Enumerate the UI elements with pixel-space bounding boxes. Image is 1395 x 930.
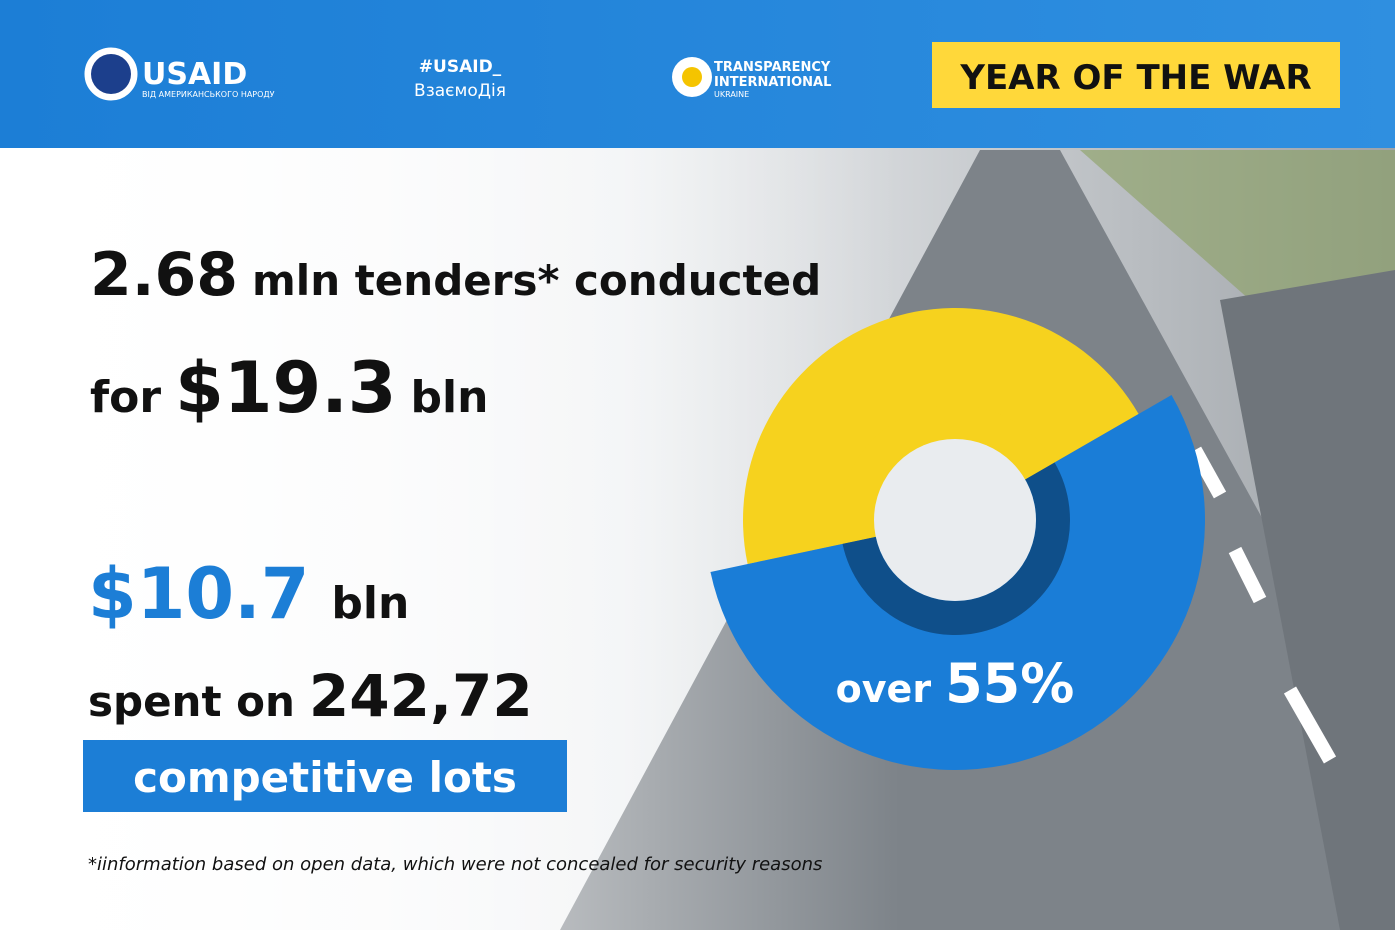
spent-line: $10.7 bln bbox=[88, 553, 409, 635]
lots-text: competitive lots bbox=[133, 753, 517, 802]
tenders-line: 2.68 mln tenders* conducted bbox=[90, 240, 821, 310]
badge-text: YEAR OF THE WAR bbox=[959, 58, 1311, 98]
for: for bbox=[90, 372, 161, 423]
inner-ring-top bbox=[840, 405, 1055, 544]
usaid-logo: USAID bbox=[142, 57, 247, 92]
amount: $19.3 bbox=[175, 347, 396, 429]
lots-box bbox=[83, 740, 567, 812]
road-ramp bbox=[1220, 270, 1395, 930]
tenders-text: mln tenders* conducted bbox=[252, 256, 821, 305]
donut-label: over 55% bbox=[836, 652, 1075, 715]
footnote: *iinformation based on open data, which … bbox=[88, 854, 822, 875]
hashtag-sub: ВзаємоДія bbox=[414, 81, 506, 101]
hashtag: #USAID_ bbox=[419, 57, 502, 77]
ti-line1: TRANSPARENCY bbox=[714, 60, 831, 75]
usaid-seal-inner bbox=[91, 54, 131, 94]
badge bbox=[932, 42, 1340, 108]
amount-line: for $19.3 bln bbox=[90, 347, 488, 429]
ti-logo-inner bbox=[682, 67, 702, 87]
lots: 242,72 bbox=[309, 662, 533, 730]
amount-unit: bln bbox=[411, 372, 489, 423]
ti-line3: UKRAINE bbox=[714, 90, 749, 99]
inner-ring-bottom bbox=[842, 462, 1070, 635]
spent-unit: bln bbox=[331, 578, 409, 629]
donut-value-label: 55% bbox=[945, 652, 1074, 715]
donut-hole bbox=[874, 439, 1036, 601]
tenders-value: 2.68 bbox=[90, 240, 238, 310]
ti-line2: INTERNATIONAL bbox=[714, 75, 831, 90]
usaid-tagline: ВІД АМЕРИКАНСЬКОГО НАРОДУ bbox=[142, 90, 275, 99]
spent-on: spent on bbox=[88, 677, 295, 726]
lots-line: spent on 242,72 bbox=[88, 662, 533, 730]
lane-marks bbox=[1188, 446, 1337, 764]
spent: $10.7 bbox=[88, 553, 309, 635]
grass bbox=[1080, 150, 1395, 300]
donut: over 55% bbox=[710, 307, 1205, 770]
donut-prefix: over bbox=[836, 667, 932, 711]
